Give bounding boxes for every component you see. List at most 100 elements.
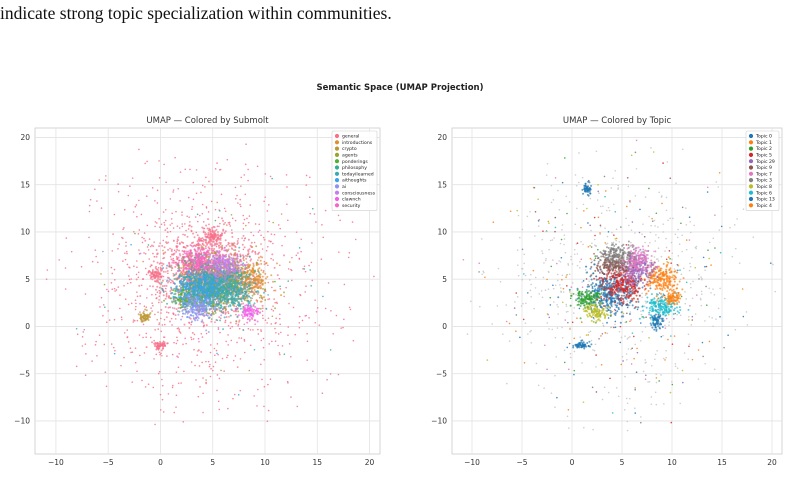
point: [288, 343, 291, 345]
cluster-point: [231, 292, 234, 295]
cluster-point: [254, 282, 257, 285]
cluster-point: [173, 287, 176, 290]
point: [176, 339, 179, 342]
cluster-point: [237, 286, 240, 289]
point: [287, 326, 290, 328]
cluster-point: [206, 314, 209, 317]
cluster-point: [210, 247, 213, 250]
cluster-point: [154, 288, 157, 291]
cluster-point: [228, 288, 231, 291]
cluster-point: [236, 315, 239, 318]
cluster-point: [249, 287, 252, 290]
point: [173, 341, 175, 344]
point: [105, 385, 108, 388]
point: [247, 168, 249, 171]
point: [337, 214, 340, 217]
x-tick-label: 10: [260, 458, 270, 467]
cluster-point: [208, 284, 211, 287]
point: [123, 356, 125, 359]
point: [169, 198, 172, 200]
cluster-point: [232, 289, 235, 292]
point: [75, 327, 78, 330]
point: [135, 305, 137, 308]
point: [195, 231, 198, 234]
cluster-point: [200, 307, 203, 310]
point: [257, 253, 259, 255]
point: [218, 225, 220, 228]
cluster-point: [232, 292, 235, 295]
point: [241, 237, 243, 239]
cluster-point: [226, 249, 229, 252]
point: [261, 248, 264, 250]
point: [152, 252, 154, 255]
cluster-point: [186, 304, 189, 307]
point: [244, 193, 247, 196]
point: [157, 372, 160, 375]
cluster-point: [247, 263, 250, 266]
point: [156, 189, 159, 192]
point: [99, 306, 101, 308]
cluster-point: [183, 293, 186, 296]
point: [212, 369, 214, 372]
point: [338, 251, 340, 253]
point: [182, 233, 184, 236]
cluster-point: [189, 291, 192, 294]
point: [280, 331, 282, 334]
cluster-point: [143, 319, 146, 322]
point: [147, 244, 150, 246]
cluster-point: [240, 298, 243, 301]
y-tick-label: 15: [20, 180, 30, 189]
point: [352, 339, 355, 342]
cluster-point: [158, 245, 161, 248]
point: [113, 268, 116, 271]
point: [285, 174, 288, 176]
cluster-point: [236, 255, 239, 258]
cluster-point: [228, 245, 231, 248]
point: [146, 288, 149, 290]
point: [158, 160, 160, 162]
point: [202, 377, 204, 379]
cluster-point: [234, 269, 237, 272]
point: [98, 334, 101, 337]
point: [171, 353, 174, 356]
cluster-point: [187, 280, 190, 283]
point: [181, 223, 184, 225]
cluster-point: [245, 290, 248, 293]
cluster-point: [231, 286, 234, 289]
cluster-point: [249, 281, 252, 284]
point: [221, 357, 224, 360]
point: [283, 295, 285, 298]
point: [195, 169, 198, 171]
cluster-point: [161, 285, 164, 288]
point: [257, 388, 259, 391]
cluster-point: [239, 284, 242, 287]
cluster-point: [257, 281, 260, 284]
point: [117, 183, 119, 185]
cluster-point: [240, 300, 243, 303]
cluster-point: [188, 300, 191, 303]
point: [243, 174, 246, 176]
point: [149, 245, 152, 248]
point: [295, 231, 298, 233]
point: [120, 364, 122, 367]
point: [155, 353, 158, 356]
point: [270, 308, 273, 311]
point: [305, 314, 308, 317]
cluster-point: [211, 285, 214, 288]
figure-suptitle: Semantic Space (UMAP Projection): [316, 83, 484, 93]
cluster-point: [210, 305, 213, 308]
point: [271, 315, 274, 318]
point: [238, 327, 241, 330]
point: [210, 318, 213, 320]
point: [227, 334, 229, 336]
point: [162, 275, 165, 278]
point: [267, 383, 269, 386]
point: [231, 325, 233, 328]
cluster-point: [199, 285, 202, 288]
point: [123, 332, 126, 334]
cluster-point: [194, 273, 197, 276]
point: [165, 271, 167, 273]
cluster-point: [215, 302, 218, 305]
cluster-point: [208, 307, 211, 310]
cluster-point: [225, 291, 228, 294]
